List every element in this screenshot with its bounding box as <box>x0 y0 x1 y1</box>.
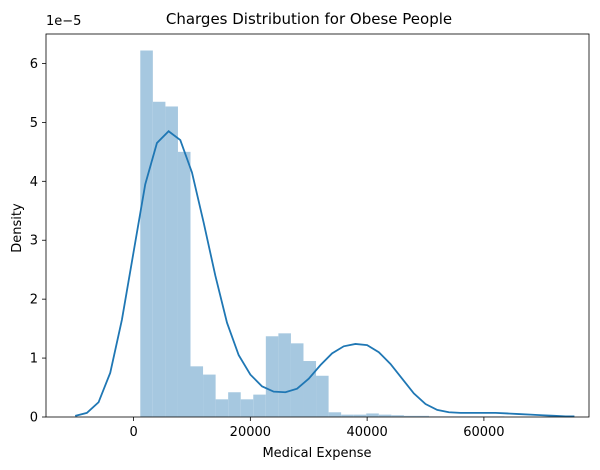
y-tick-label: 1 <box>30 352 38 367</box>
x-tick-label: 40000 <box>346 425 387 440</box>
histogram-bar <box>303 361 317 417</box>
histogram-bar <box>177 151 191 417</box>
y-axis-label: Density <box>10 203 25 253</box>
y-tick-label: 4 <box>30 175 38 190</box>
histogram-bar <box>228 392 241 417</box>
histogram-bar <box>341 414 354 417</box>
y-axis-ticks: 0 1 2 3 4 5 6 <box>30 57 46 426</box>
histogram-bar <box>265 336 279 417</box>
histogram-bars <box>140 50 505 417</box>
y-multiplier-label: 1e−5 <box>46 14 81 29</box>
histogram-bar <box>203 374 216 417</box>
y-tick-label: 2 <box>30 293 38 308</box>
histogram-bar <box>391 415 404 417</box>
histogram-bar <box>140 50 153 417</box>
y-tick-label: 0 <box>30 411 38 426</box>
histogram-bar <box>353 414 367 417</box>
y-tick-label: 6 <box>30 57 38 72</box>
histogram-bar <box>278 333 291 417</box>
histogram-bar <box>316 375 329 417</box>
histogram-bar <box>416 415 430 417</box>
histogram-bar <box>152 101 166 417</box>
x-tick-label: 0 <box>129 425 137 440</box>
histogram-bar <box>240 399 254 417</box>
chart-title: Charges Distribution for Obese People <box>166 10 452 28</box>
histogram-bar <box>190 366 204 417</box>
histogram-bar <box>253 394 266 417</box>
histogram-bar <box>403 415 417 417</box>
plot-frame <box>45 33 590 418</box>
x-tick-label: 60000 <box>463 425 504 440</box>
histogram-bar <box>215 399 229 417</box>
y-tick-label: 3 <box>30 234 38 249</box>
histogram-bar <box>328 412 342 417</box>
histogram-bar <box>290 343 304 417</box>
kde-curve <box>74 130 575 418</box>
x-tick-label: 20000 <box>230 425 271 440</box>
x-axis-label: Medical Expense <box>262 446 371 461</box>
y-tick-label: 5 <box>30 116 38 131</box>
x-axis-ticks: 0 20000 40000 60000 <box>129 417 505 440</box>
histogram-bar <box>165 106 178 417</box>
histogram-bar <box>378 414 392 417</box>
histogram-bar <box>366 413 379 417</box>
